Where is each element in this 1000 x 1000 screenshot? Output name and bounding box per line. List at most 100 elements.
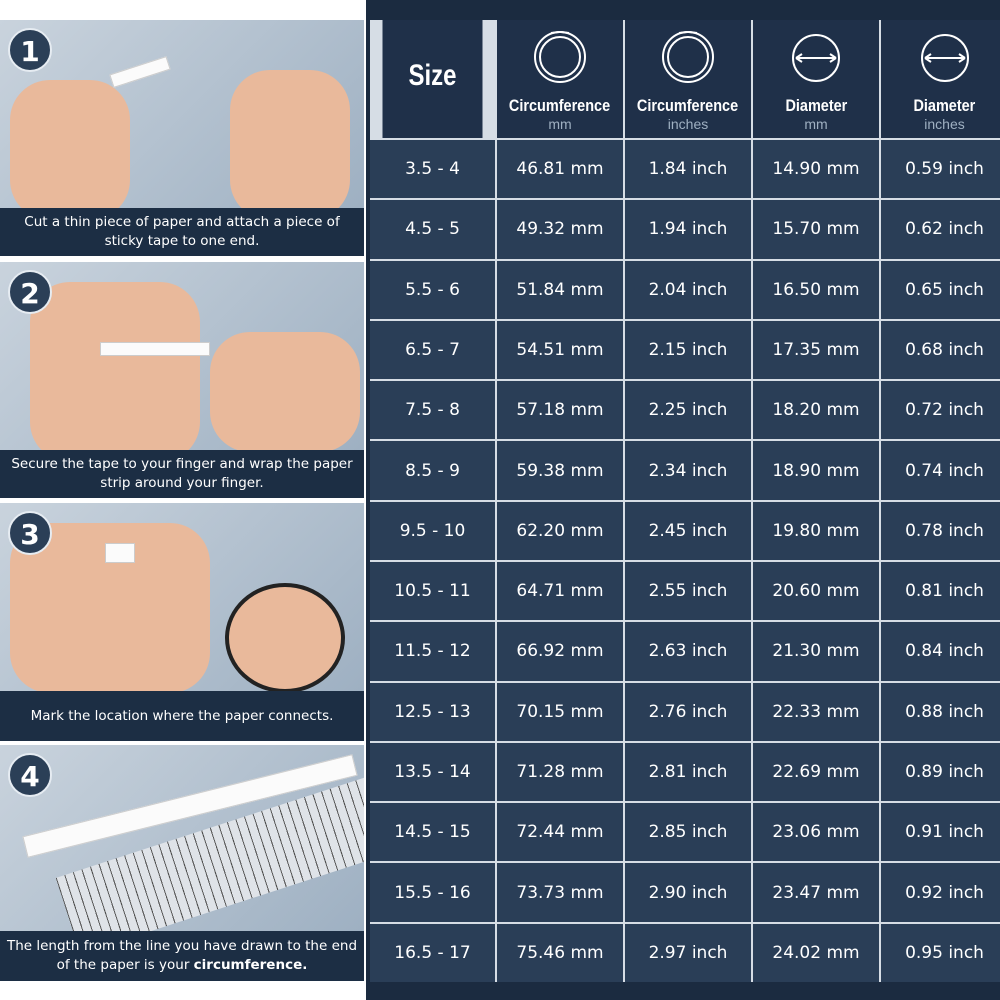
measurement-cell: 0.89 inch — [881, 742, 1000, 802]
step-caption: Secure the tape to your finger and wrap … — [11, 456, 353, 491]
measurement-cell: 73.73 mm — [497, 863, 623, 922]
header-unit: mm — [804, 116, 828, 132]
measurement-cell: 46.81 mm — [497, 140, 623, 199]
size-cell: 8.5 - 9 — [370, 441, 495, 500]
paper-strip — [100, 342, 210, 356]
size-cell: 7.5 - 8 — [370, 381, 495, 440]
right-hand — [230, 70, 350, 208]
header-title: Size — [408, 59, 457, 92]
measurement-cell: 66.92 mm — [497, 622, 623, 681]
measurement-cell: 0.88 inch — [881, 682, 1000, 741]
measurement-cell: 0.81 inch — [881, 561, 1000, 621]
size-cell: 15.5 - 16 — [370, 863, 495, 922]
step-number-badge: 1 — [8, 28, 52, 72]
measurement-cell: 14.90 mm — [753, 140, 879, 199]
paper-strip — [105, 543, 135, 563]
measurement-cell: 0.68 inch — [881, 320, 1000, 380]
step-caption: Cut a thin piece of paper and attach a p… — [24, 214, 340, 249]
hand — [30, 282, 200, 450]
measurement-cell: 17.35 mm — [753, 320, 879, 380]
measurement-cell: 2.81 inch — [625, 742, 751, 802]
magnifier-inset — [225, 583, 345, 691]
measurement-cell: 2.15 inch — [625, 320, 751, 380]
step-caption: The length from the line you have drawn … — [6, 938, 358, 973]
measurement-cell: 0.59 inch — [881, 140, 1000, 199]
measurement-cell: 72.44 mm — [497, 803, 623, 862]
measurement-cell: 0.62 inch — [881, 200, 1000, 259]
step-1-photo — [0, 20, 364, 208]
size-cell: 14.5 - 15 — [370, 803, 495, 862]
measurement-cell: 23.47 mm — [753, 863, 879, 922]
column-header: Diameter mm — [753, 20, 879, 138]
measurement-cell: 2.76 inch — [625, 682, 751, 741]
diameter-icon — [790, 32, 842, 88]
size-cell: 11.5 - 12 — [370, 622, 495, 681]
size-cell: 6.5 - 7 — [370, 320, 495, 380]
step-4-panel: 4 The length from the line you have draw… — [0, 745, 364, 981]
size-cell: 12.5 - 13 — [370, 682, 495, 741]
measurement-cell: 16.50 mm — [753, 260, 879, 319]
measurement-cell: 2.04 inch — [625, 260, 751, 319]
measurement-cell: 64.71 mm — [497, 561, 623, 621]
measurement-cell: 62.20 mm — [497, 501, 623, 560]
measurement-cell: 70.15 mm — [497, 682, 623, 741]
measurement-cell: 18.90 mm — [753, 441, 879, 500]
measurement-cell: 1.94 inch — [625, 200, 751, 259]
step-caption: Mark the location where the paper connec… — [30, 707, 334, 724]
measurement-cell: 24.02 mm — [753, 923, 879, 982]
measurement-cell: 15.70 mm — [753, 200, 879, 259]
measurement-cell: 19.80 mm — [753, 501, 879, 560]
header-title: Diameter — [913, 96, 976, 115]
header-title: Circumference — [509, 96, 611, 115]
step-number-badge: 4 — [8, 753, 52, 797]
step-2-panel: 2 Secure the tape to your finger and wra… — [0, 262, 364, 498]
measurement-cell: 2.90 inch — [625, 863, 751, 922]
ring-circumference-icon — [659, 26, 717, 88]
measurement-cell: 22.69 mm — [753, 742, 879, 802]
measurement-cell: 1.84 inch — [625, 140, 751, 199]
left-hand — [10, 80, 130, 208]
step-3-panel: 3 Mark the location where the paper conn… — [0, 503, 364, 741]
column-header: Size — [382, 20, 483, 138]
measurement-cell: 75.46 mm — [497, 923, 623, 982]
measurement-cell: 57.18 mm — [497, 381, 623, 440]
ring-circumference-icon — [531, 26, 589, 88]
measurement-cell: 2.55 inch — [625, 561, 751, 621]
paper-strip — [109, 56, 171, 88]
size-cell: 16.5 - 17 — [370, 923, 495, 982]
measurement-cell: 0.84 inch — [881, 622, 1000, 681]
step-number-badge: 3 — [8, 511, 52, 555]
measurement-cell: 18.20 mm — [753, 381, 879, 440]
step-number-badge: 2 — [8, 270, 52, 314]
size-cell: 3.5 - 4 — [370, 140, 495, 199]
measurement-cell: 71.28 mm — [497, 742, 623, 802]
measurement-cell: 20.60 mm — [753, 561, 879, 621]
header-title: Diameter — [785, 96, 847, 115]
measurement-cell: 21.30 mm — [753, 622, 879, 681]
measurement-cell: 2.63 inch — [625, 622, 751, 681]
measurement-cell: 54.51 mm — [497, 320, 623, 380]
header-unit: mm — [548, 116, 572, 132]
measurement-cell: 0.72 inch — [881, 381, 1000, 440]
measurement-cell: 2.45 inch — [625, 501, 751, 560]
column-header: Circumference mm — [497, 20, 623, 138]
step-4-photo — [0, 745, 364, 931]
header-title: Circumference — [637, 96, 739, 115]
step-2-photo — [0, 262, 364, 450]
measurement-cell: 2.25 inch — [625, 381, 751, 440]
header-unit: inches — [667, 116, 709, 132]
measurement-cell: 59.38 mm — [497, 441, 623, 500]
column-header: Diameter inches — [881, 20, 1000, 138]
step-3-photo — [0, 503, 364, 691]
instructions-column: 1 Cut a thin piece of paper and attach a… — [0, 0, 366, 1000]
measurement-cell: 22.33 mm — [753, 682, 879, 741]
step-1-panel: 1 Cut a thin piece of paper and attach a… — [0, 20, 364, 256]
size-cell: 5.5 - 6 — [370, 260, 495, 319]
column-header: Circumference inches — [625, 20, 751, 138]
measurement-cell: 0.95 inch — [881, 923, 1000, 982]
measurement-cell: 0.91 inch — [881, 803, 1000, 862]
ring-size-table: Size Circumference mm Circumference inches Di… — [370, 20, 1000, 982]
measurement-cell: 0.78 inch — [881, 501, 1000, 560]
size-cell: 4.5 - 5 — [370, 200, 495, 259]
measurement-cell: 0.92 inch — [881, 863, 1000, 922]
